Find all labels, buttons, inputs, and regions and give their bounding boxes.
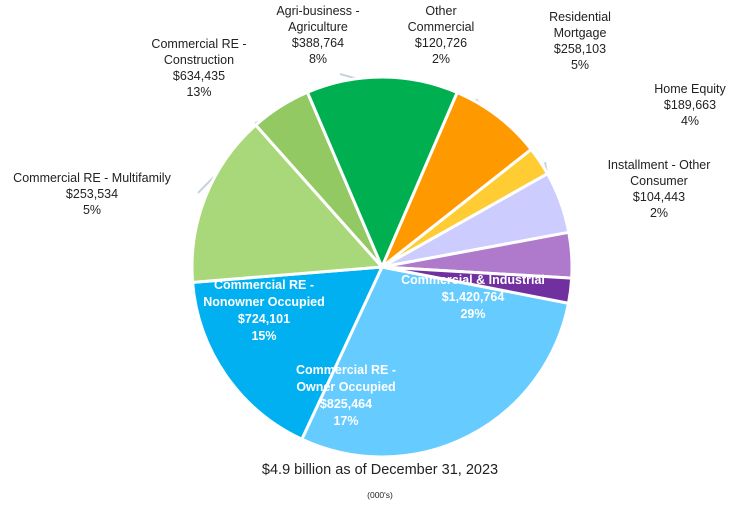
pie-slice-agri bbox=[380, 91, 533, 269]
pie-slice-ci bbox=[300, 265, 571, 459]
chart-caption: $4.9 billion as of December 31, 2023 bbox=[262, 462, 498, 478]
pie-slice-installment bbox=[380, 265, 574, 305]
slice-label-cre-nonowner: Commercial RE -Nonowner Occupied $724,101… bbox=[203, 278, 325, 343]
slice-label-residential: Residential Mortgage $258,103 5% bbox=[549, 10, 611, 72]
slice-label-other-commercial: Other Commercial $120,726 2% bbox=[408, 4, 475, 66]
pie-slice-cre-nonowner bbox=[190, 123, 384, 284]
slice-label-ci: Commercial & Industrial $1,420,764 29% bbox=[401, 273, 545, 321]
slice-labels: Commercial & Industrial $1,420,764 29%Comm… bbox=[13, 4, 726, 428]
slice-label-agri: Agri-business -Agriculture $388,764 8% bbox=[276, 4, 359, 66]
pie-slices bbox=[190, 75, 574, 459]
slice-label-home-equity: Home Equity $189,663 4% bbox=[654, 82, 726, 128]
units-note: (000's) bbox=[367, 490, 393, 500]
slice-label-cre-owner: Commercial RE -Owner Occupied $825,464 17% bbox=[296, 363, 396, 428]
pie-slice-cre-construction bbox=[305, 75, 459, 269]
slice-label-installment: Installment - Other Consumer $104,443 2% bbox=[608, 158, 711, 220]
slice-label-cre-multifamily: Commercial RE - Multifamily $253,534 5% bbox=[13, 171, 171, 217]
pie-slice-cre-owner bbox=[191, 265, 384, 441]
slice-label-cre-construction: Commercial RE -Construction $634,435 13% bbox=[151, 37, 246, 99]
